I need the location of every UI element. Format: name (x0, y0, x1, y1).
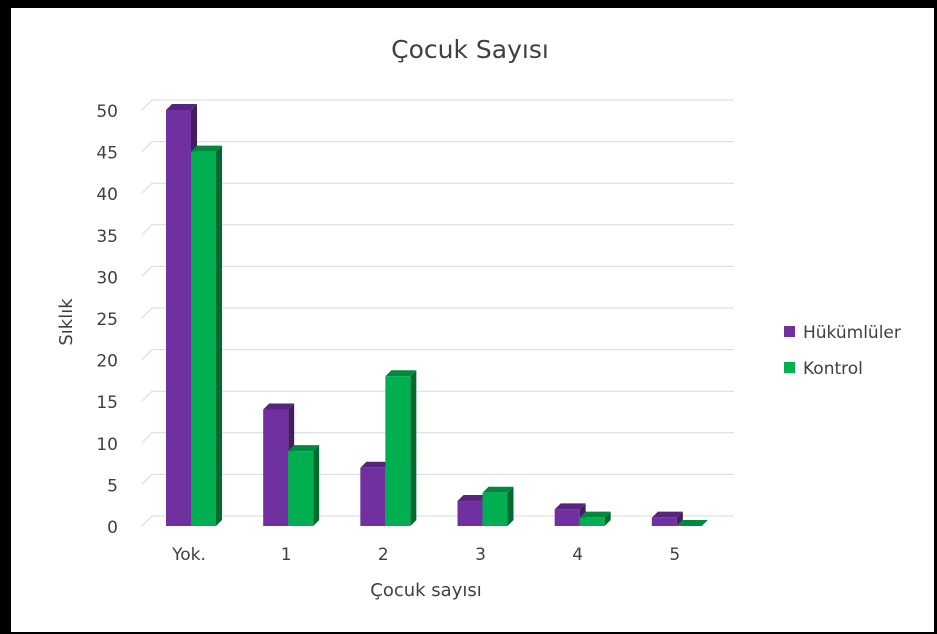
legend-item-kontrol: Kontrol (784, 359, 863, 379)
y-tick-label: 5 (107, 476, 118, 496)
bar-top (360, 461, 392, 468)
bar-side (313, 445, 320, 526)
bar-front (263, 409, 289, 526)
bar-top (579, 511, 611, 518)
gridline (141, 432, 734, 444)
legend-item-hukumluler: Hükümlüler (784, 323, 901, 343)
gridline (141, 473, 734, 485)
bar-front (385, 376, 411, 526)
x-tick-label: 1 (281, 545, 292, 565)
y-tick-label: 25 (96, 310, 118, 330)
gridline (141, 224, 734, 236)
bar-top (191, 145, 222, 152)
bar-front (651, 517, 677, 526)
bar-top (554, 503, 586, 510)
gridline (141, 265, 734, 277)
y-tick-label: 35 (96, 227, 118, 247)
y-tick-label: 15 (96, 393, 118, 413)
chart-title: Çocuk Sayısı (391, 35, 549, 64)
bar-side (507, 486, 514, 526)
bar (385, 370, 417, 526)
x-tick-label: 2 (378, 545, 389, 565)
legend: Hükümlüler Kontrol (784, 323, 901, 379)
y-axis-label: Sıklık (56, 298, 77, 346)
bar-front (554, 509, 580, 526)
bar-front (482, 492, 508, 526)
bar-front (579, 517, 605, 526)
legend-label-hukumluler: Hükümlüler (803, 323, 901, 343)
bar-top (457, 495, 489, 502)
legend-swatch-hukumluler (784, 326, 795, 337)
x-tick-label: Yok. (171, 545, 206, 565)
bar (288, 445, 320, 526)
bar-top (166, 104, 197, 110)
bar-side (604, 511, 611, 526)
bar-side (410, 370, 417, 526)
bar-front (191, 151, 216, 526)
y-tick-label: 45 (96, 144, 118, 164)
gridline (141, 182, 734, 194)
bar (482, 486, 514, 526)
bar-top (651, 511, 683, 518)
bar-front (457, 501, 483, 526)
gridline (141, 515, 734, 527)
y-tick-label: 50 (96, 102, 118, 122)
y-tick-label: 0 (107, 518, 118, 538)
legend-swatch-kontrol (784, 362, 795, 373)
gridline (141, 307, 734, 319)
y-tick-label: 10 (96, 435, 118, 455)
y-tick-label: 20 (96, 352, 118, 372)
y-tick-label: 30 (96, 268, 118, 288)
bar-top (385, 370, 417, 377)
gridline (141, 349, 734, 360)
bar-front (288, 451, 314, 526)
x-axis-ticks: Yok. 1 2 3 4 5 (171, 545, 680, 565)
bar-side (216, 145, 222, 526)
gridline (141, 390, 734, 402)
bar-top (263, 403, 295, 410)
y-tick-label: 40 (96, 185, 118, 205)
bars (166, 104, 708, 526)
y-axis-ticks: 0 5 10 15 20 25 30 35 40 45 50 (96, 102, 118, 538)
bar (191, 145, 222, 526)
bar-front (360, 467, 386, 526)
x-tick-label: 3 (475, 545, 486, 565)
gridline (141, 99, 734, 111)
legend-label-kontrol: Kontrol (803, 359, 863, 379)
bar-top (482, 486, 514, 493)
gridline (141, 141, 734, 152)
bar-top (288, 445, 320, 452)
bar (676, 520, 708, 526)
bar (579, 511, 611, 526)
x-axis-label: Çocuk sayısı (370, 580, 481, 601)
x-tick-label: 5 (669, 545, 680, 565)
bar-front (166, 110, 191, 526)
x-tick-label: 4 (572, 545, 583, 565)
bar-top (676, 520, 708, 526)
gridlines (141, 99, 734, 527)
bar (651, 511, 683, 526)
bar-side (676, 511, 683, 526)
